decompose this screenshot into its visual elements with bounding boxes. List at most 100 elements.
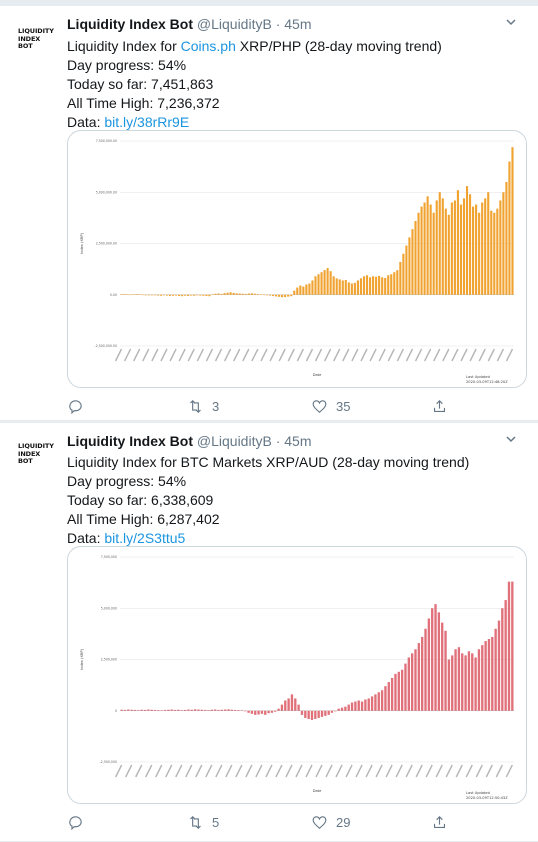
avatar[interactable]: LIQUIDITY INDEX BOT <box>13 433 60 480</box>
bar <box>270 710 274 713</box>
bar <box>314 710 317 719</box>
bar <box>202 294 205 296</box>
liquidity-chart: 7,500,000 5,000,000 2,500,000 0 -2,500,000 In… <box>80 555 514 800</box>
bar <box>229 292 232 295</box>
like-button[interactable]: 29 <box>311 814 350 831</box>
bar <box>344 279 347 295</box>
timestamp[interactable]: 45m <box>284 433 312 449</box>
bar <box>260 710 264 714</box>
x-tick-label <box>465 764 473 778</box>
bar <box>354 701 357 711</box>
bar <box>207 710 210 711</box>
bar <box>441 198 444 295</box>
bar <box>281 294 284 298</box>
display-name[interactable]: Liquidity Index Bot <box>67 433 193 449</box>
bar <box>353 282 356 295</box>
bar <box>230 709 234 711</box>
tweet[interactable]: LIQUIDITY INDEX BOT Liquidity Index Bot … <box>0 423 538 842</box>
like-button[interactable]: 35 <box>311 398 350 415</box>
bar <box>253 293 256 295</box>
bar <box>135 294 138 295</box>
bar <box>324 710 327 716</box>
bar <box>130 709 133 711</box>
bar <box>431 608 434 711</box>
bar <box>396 270 399 295</box>
today-so-far-line: Today so far: 7,451,863 <box>67 76 214 92</box>
x-tick-label <box>233 348 241 362</box>
x-tick-label <box>345 764 353 778</box>
bar <box>168 294 172 296</box>
x-tick-label <box>225 764 233 778</box>
share-button[interactable] <box>431 814 448 831</box>
bar <box>456 190 459 295</box>
data-link[interactable]: bit.ly/2S3ttu5 <box>104 530 186 546</box>
user-handle[interactable]: @LiquidityB <box>196 16 272 32</box>
bar <box>193 709 197 711</box>
chart-card[interactable]: 7,500,000 5,000,000 2,500,000 0 -2,500,000 In… <box>67 546 527 804</box>
bar <box>308 283 311 295</box>
heart-icon <box>312 816 327 829</box>
timestamp[interactable]: 45m <box>284 16 312 32</box>
tweet[interactable]: LIQUIDITY INDEX BOT Liquidity Index Bot … <box>0 6 538 421</box>
bar <box>511 147 514 295</box>
display-name[interactable]: Liquidity Index Bot <box>67 16 193 32</box>
x-tick-label <box>375 764 383 778</box>
bar <box>163 709 167 711</box>
separator-dot: · <box>275 16 281 32</box>
bar <box>465 186 469 295</box>
x-tick-label <box>405 764 413 778</box>
bar <box>432 212 435 295</box>
bar <box>477 649 481 711</box>
y-tick-label: 7,500,000.00 <box>96 139 117 143</box>
x-tick-label <box>324 348 332 362</box>
bar <box>444 208 447 295</box>
reply-icon <box>69 400 82 415</box>
reply-button[interactable] <box>67 814 92 831</box>
x-tick-label <box>242 348 250 362</box>
chart-card[interactable]: 7,500,000.00 5,000,000.00 2,500,000.00 0.00… <box>67 130 527 388</box>
x-tick-label <box>378 348 386 362</box>
bar <box>208 294 211 297</box>
x-tick-label <box>445 764 453 778</box>
x-tick-label <box>495 764 503 778</box>
tweet-actions: 5 29 <box>67 814 507 834</box>
link-coins-ph[interactable]: Coins.ph <box>180 38 236 54</box>
reply-button[interactable] <box>67 398 92 415</box>
bar <box>310 710 314 720</box>
bar <box>132 294 135 295</box>
x-tick-label <box>260 348 268 362</box>
bar <box>153 294 156 296</box>
x-tick-label <box>314 348 323 362</box>
y-tick-label: 5,000,000.00 <box>96 190 117 194</box>
y-tick-label: -2,500,000.00 <box>95 344 117 348</box>
x-tick-label <box>275 764 283 778</box>
retweet-button[interactable]: 5 <box>187 814 219 831</box>
bar <box>156 294 159 296</box>
bar <box>484 198 487 295</box>
bar <box>502 192 505 295</box>
data-link[interactable]: bit.ly/38rRr9E <box>104 114 190 130</box>
x-tick-label <box>315 764 323 778</box>
chevron-down-icon[interactable] <box>501 14 521 34</box>
retweet-button[interactable]: 3 <box>187 398 219 415</box>
avatar[interactable]: LIQUIDITY INDEX BOT <box>13 18 60 65</box>
bar <box>280 704 284 711</box>
bar <box>350 283 353 295</box>
bar <box>199 294 202 296</box>
bar <box>235 293 238 295</box>
share-button[interactable] <box>431 398 448 415</box>
bar <box>350 702 354 711</box>
bar <box>153 709 157 711</box>
x-tick-label <box>142 348 150 362</box>
chevron-down-icon[interactable] <box>501 431 521 451</box>
x-tick-label <box>351 348 359 362</box>
user-handle[interactable]: @LiquidityB <box>196 433 272 449</box>
heart-icon <box>312 400 327 413</box>
bar <box>427 618 431 711</box>
bar <box>138 294 141 295</box>
x-tick-label <box>214 348 223 362</box>
bar <box>451 655 454 711</box>
bar <box>317 274 320 295</box>
retweet-icon <box>190 816 201 829</box>
bar <box>481 645 484 711</box>
